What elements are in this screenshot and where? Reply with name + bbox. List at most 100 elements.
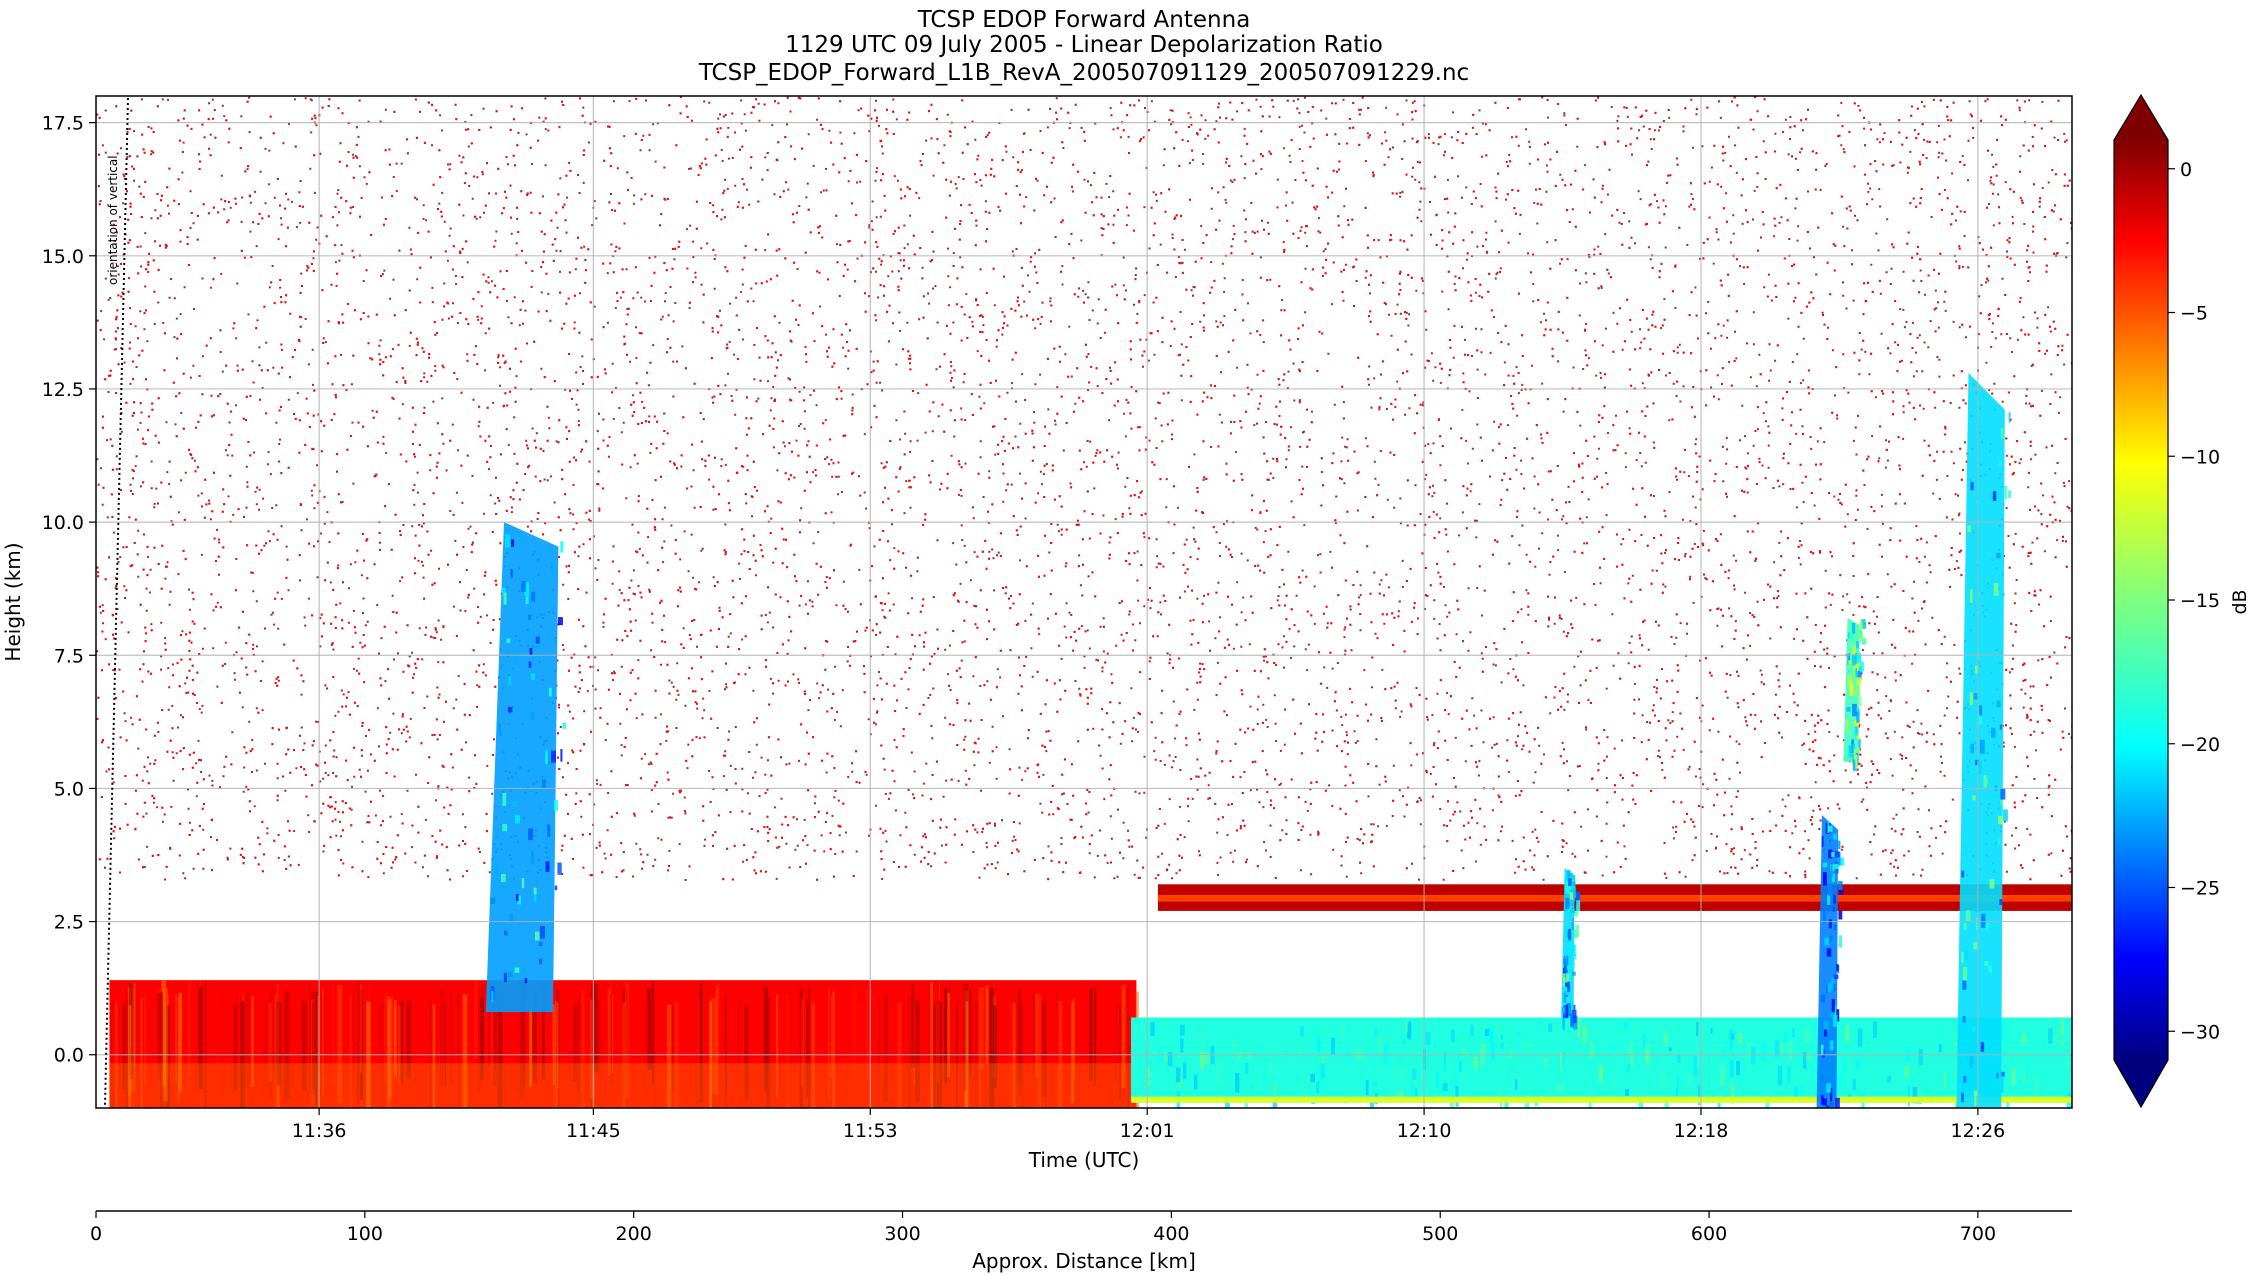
x-tick-label: 11:45 xyxy=(566,1120,621,1142)
storm-texture xyxy=(1996,552,2001,559)
storm-texture xyxy=(1570,908,1576,913)
storm-texture xyxy=(1974,1093,1977,1107)
x-tick-label: 12:10 xyxy=(1397,1120,1452,1142)
y-tick-label: 2.5 xyxy=(54,912,84,934)
storm-texture xyxy=(1856,653,1862,664)
storm-texture xyxy=(509,913,514,922)
surface-band-right-texture xyxy=(1204,1053,1210,1065)
surface-band-right-texture xyxy=(1378,1036,1383,1054)
surface-band-left-streak xyxy=(830,996,833,1079)
storm-texture xyxy=(494,862,499,875)
storm-texture xyxy=(533,893,537,902)
storm-texture xyxy=(1997,838,2001,845)
distance-axis-label: Approx. Distance [km] xyxy=(972,1249,1196,1273)
colorbar-bottom-extension xyxy=(2114,1060,2168,1107)
storm-texture xyxy=(1856,677,1862,686)
surface-band-right-texture xyxy=(1470,1024,1474,1036)
surface-band-left-streak xyxy=(251,996,254,1087)
surface-band-right-texture xyxy=(1564,1060,1568,1080)
surface-band-right-texture xyxy=(1400,1067,1403,1080)
surface-band-left-streak xyxy=(479,997,484,1080)
surface-band-right-texture xyxy=(1374,1028,1378,1037)
storm-texture xyxy=(1566,930,1570,938)
storm-texture xyxy=(1827,894,1831,905)
title-line-1: TCSP EDOP Forward Antenna xyxy=(917,7,1251,33)
surface-band-right-texture xyxy=(1805,1028,1809,1044)
surface-band-left-streak xyxy=(266,1004,269,1086)
storm-texture xyxy=(1562,973,1566,988)
storm-texture xyxy=(514,814,520,824)
storm-texture xyxy=(1571,1009,1577,1024)
surface-band-right-texture xyxy=(1167,1051,1173,1067)
storm-texture xyxy=(1820,1044,1824,1056)
storm-texture xyxy=(528,661,532,668)
surface-band-right-texture xyxy=(1418,1021,1421,1032)
storm-texture xyxy=(1833,974,1839,980)
surface-band-right-texture xyxy=(1642,1034,1646,1050)
surface-band-left-streak xyxy=(112,1004,117,1092)
storm-texture xyxy=(1569,936,1574,951)
storm-texture xyxy=(1855,685,1861,697)
storm-texture xyxy=(548,687,552,697)
storm-texture xyxy=(1831,873,1836,883)
surface-band-left-streak xyxy=(529,992,533,1087)
surface-band-left-streak xyxy=(947,993,951,1078)
surface-band-left-streak xyxy=(552,1004,556,1086)
storm-texture xyxy=(521,581,527,592)
storm-texture xyxy=(1839,857,1844,866)
y-tick-label: 17.5 xyxy=(42,113,84,135)
storm-texture xyxy=(508,675,512,686)
surface-band-left-streak xyxy=(175,993,177,1085)
surface-band-right-texture xyxy=(1436,1072,1440,1089)
distance-tick-label: 100 xyxy=(347,1223,383,1245)
surface-band-right-texture xyxy=(1182,1062,1187,1079)
storm-texture xyxy=(1855,755,1858,769)
surface-band-right-texture xyxy=(1729,1059,1734,1078)
surface-band-right-texture xyxy=(1787,1065,1791,1084)
storm-texture xyxy=(1849,632,1855,639)
storm-texture xyxy=(2001,1071,2005,1077)
surface-band-right-texture xyxy=(1793,1087,1799,1099)
surface-band-left-streak xyxy=(439,987,445,1087)
surface-band-left-streak xyxy=(204,980,207,1108)
surface-band-right-texture xyxy=(1560,1051,1564,1071)
surface-band-right-texture xyxy=(1928,1086,1933,1096)
surface-band-right-texture xyxy=(1148,1058,1152,1070)
surface-band-right-texture xyxy=(1262,1075,1266,1087)
surface-band-right-texture xyxy=(1737,1032,1742,1044)
surface-band-right-texture xyxy=(1399,1090,1404,1097)
storm-texture xyxy=(1833,924,1837,931)
surface-band-left-streak xyxy=(159,991,164,1108)
surface-band-right-edge xyxy=(1131,1096,2072,1103)
surface-band-right-texture xyxy=(1627,1063,1630,1074)
surface-band-right-texture xyxy=(1279,1068,1282,1079)
storm-texture xyxy=(1838,910,1843,920)
surface-band-right-texture xyxy=(1268,1076,1272,1094)
storm-texture xyxy=(1962,836,1965,842)
surface-band-right-texture xyxy=(1313,1034,1318,1041)
surface-band-right-texture xyxy=(1244,1062,1249,1074)
surface-band-left-streak xyxy=(744,1005,749,1099)
storm-texture xyxy=(517,895,521,905)
distance-tick-label: 200 xyxy=(616,1223,652,1245)
storm-texture xyxy=(1571,944,1576,956)
storm-3-upper xyxy=(1843,618,1867,772)
surface-band-right-texture xyxy=(1760,1041,1766,1062)
storm-texture xyxy=(1833,894,1836,904)
surface-band-right-texture xyxy=(1954,1031,1958,1052)
surface-band-left-streak xyxy=(711,998,716,1095)
surface-band-left-streak xyxy=(519,1003,525,1100)
storm-texture xyxy=(1967,525,1971,532)
storm-texture xyxy=(557,862,562,875)
storm-texture xyxy=(1852,703,1857,717)
surface-band-right-texture xyxy=(1855,1056,1861,1069)
surface-band-right-texture xyxy=(1841,1057,1847,1075)
storm-texture xyxy=(1996,700,2001,708)
storm-texture xyxy=(1833,1014,1838,1027)
storm-texture xyxy=(531,591,536,602)
storm-texture xyxy=(2002,809,2008,822)
surface-band-left-streak xyxy=(393,999,397,1078)
surface-band-left-streak xyxy=(1114,992,1118,1083)
storm-texture xyxy=(534,931,540,941)
surface-band-right-texture xyxy=(1774,1040,1780,1057)
